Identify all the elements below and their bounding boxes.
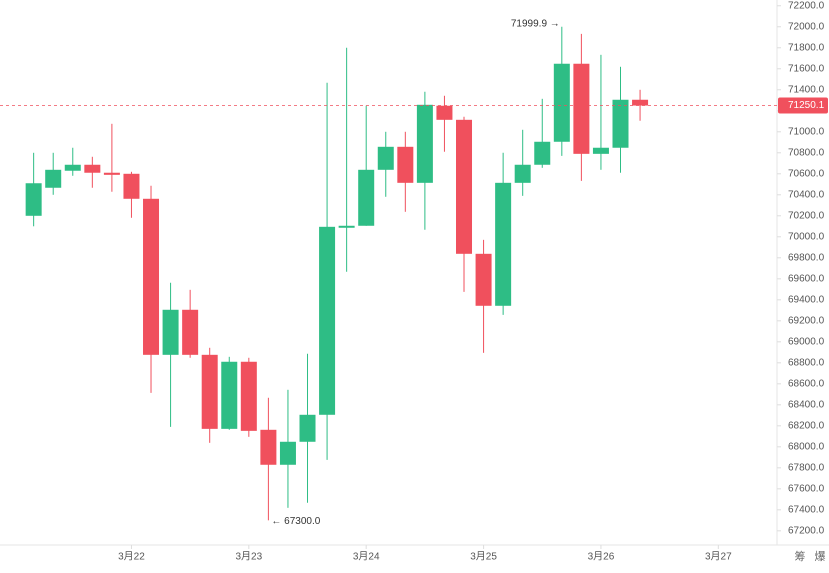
candle-body: [475, 253, 492, 306]
candle-body: [495, 182, 512, 306]
x-tick-label: 3月23: [235, 551, 262, 563]
candle-body: [84, 164, 101, 173]
y-tick-label: 70400.0: [788, 189, 825, 200]
candle-body: [299, 414, 316, 442]
y-tick-label: 70000.0: [788, 231, 825, 242]
candle-body: [338, 225, 355, 228]
y-tick-label: 68800.0: [788, 357, 825, 368]
candle-body: [221, 361, 238, 429]
y-tick-label: 67200.0: [788, 525, 825, 536]
y-tick-label: 72200.0: [788, 0, 825, 11]
y-tick-label: 69600.0: [788, 273, 825, 284]
candle-body: [436, 105, 453, 120]
candle-body: [553, 63, 570, 142]
candle-body: [123, 173, 140, 199]
y-tick-label: 69400.0: [788, 294, 825, 305]
candle-body: [514, 164, 531, 183]
y-tick-label: 68200.0: [788, 420, 825, 431]
toolbar-button: 筹: [795, 549, 806, 563]
candle-body: [162, 309, 179, 355]
y-tick-label: 72000.0: [788, 21, 825, 32]
candle-body: [279, 441, 296, 465]
candle-body: [397, 146, 414, 183]
candle-body: [319, 226, 336, 415]
annotation: ← 67300.0: [271, 516, 320, 527]
candle-body: [103, 172, 120, 175]
y-tick-label: 69800.0: [788, 252, 825, 263]
x-tick-label: 3月27: [705, 551, 732, 563]
candle-body: [260, 429, 277, 465]
candle-body: [534, 141, 551, 165]
y-tick-label: 71800.0: [788, 42, 825, 53]
x-tick-label: 3月26: [588, 551, 615, 563]
last-price-box: [778, 97, 828, 114]
y-tick-label: 68600.0: [788, 378, 825, 389]
candle-body: [64, 164, 81, 171]
y-tick-label: 70800.0: [788, 147, 825, 158]
x-tick-label: 3月24: [353, 551, 380, 563]
candle-body: [416, 104, 433, 183]
y-tick-label: 71600.0: [788, 63, 825, 74]
candle-body: [182, 309, 199, 355]
candle-body: [592, 147, 609, 154]
y-tick-label: 69200.0: [788, 315, 825, 326]
candle-body: [632, 99, 649, 106]
x-tick-label: 3月22: [118, 551, 145, 563]
candle-body: [201, 354, 218, 429]
annotation: 71999.9 →: [511, 18, 560, 29]
y-tick-label: 70200.0: [788, 210, 825, 221]
x-tick-label: 3月25: [470, 551, 497, 563]
candle-body: [612, 99, 629, 148]
y-tick-label: 68000.0: [788, 441, 825, 452]
y-tick-label: 67800.0: [788, 462, 825, 473]
y-tick-label: 70600.0: [788, 168, 825, 179]
candle-body: [45, 169, 62, 188]
candle-body: [25, 183, 42, 216]
candle-body: [456, 119, 473, 254]
candle-body: [240, 361, 257, 431]
y-tick-label: 67400.0: [788, 504, 825, 515]
y-tick-label: 67600.0: [788, 483, 825, 494]
y-tick-label: 71400.0: [788, 84, 825, 95]
candle-body: [573, 63, 590, 154]
last-price-label: 71250.1: [788, 100, 825, 111]
candle-body: [377, 146, 394, 170]
toolbar-button: 爆: [815, 549, 826, 563]
y-tick-label: 68400.0: [788, 399, 825, 410]
y-tick-label: 71000.0: [788, 126, 825, 137]
y-tick-label: 69000.0: [788, 336, 825, 347]
candle-body: [143, 198, 160, 355]
candle-body: [358, 169, 375, 226]
